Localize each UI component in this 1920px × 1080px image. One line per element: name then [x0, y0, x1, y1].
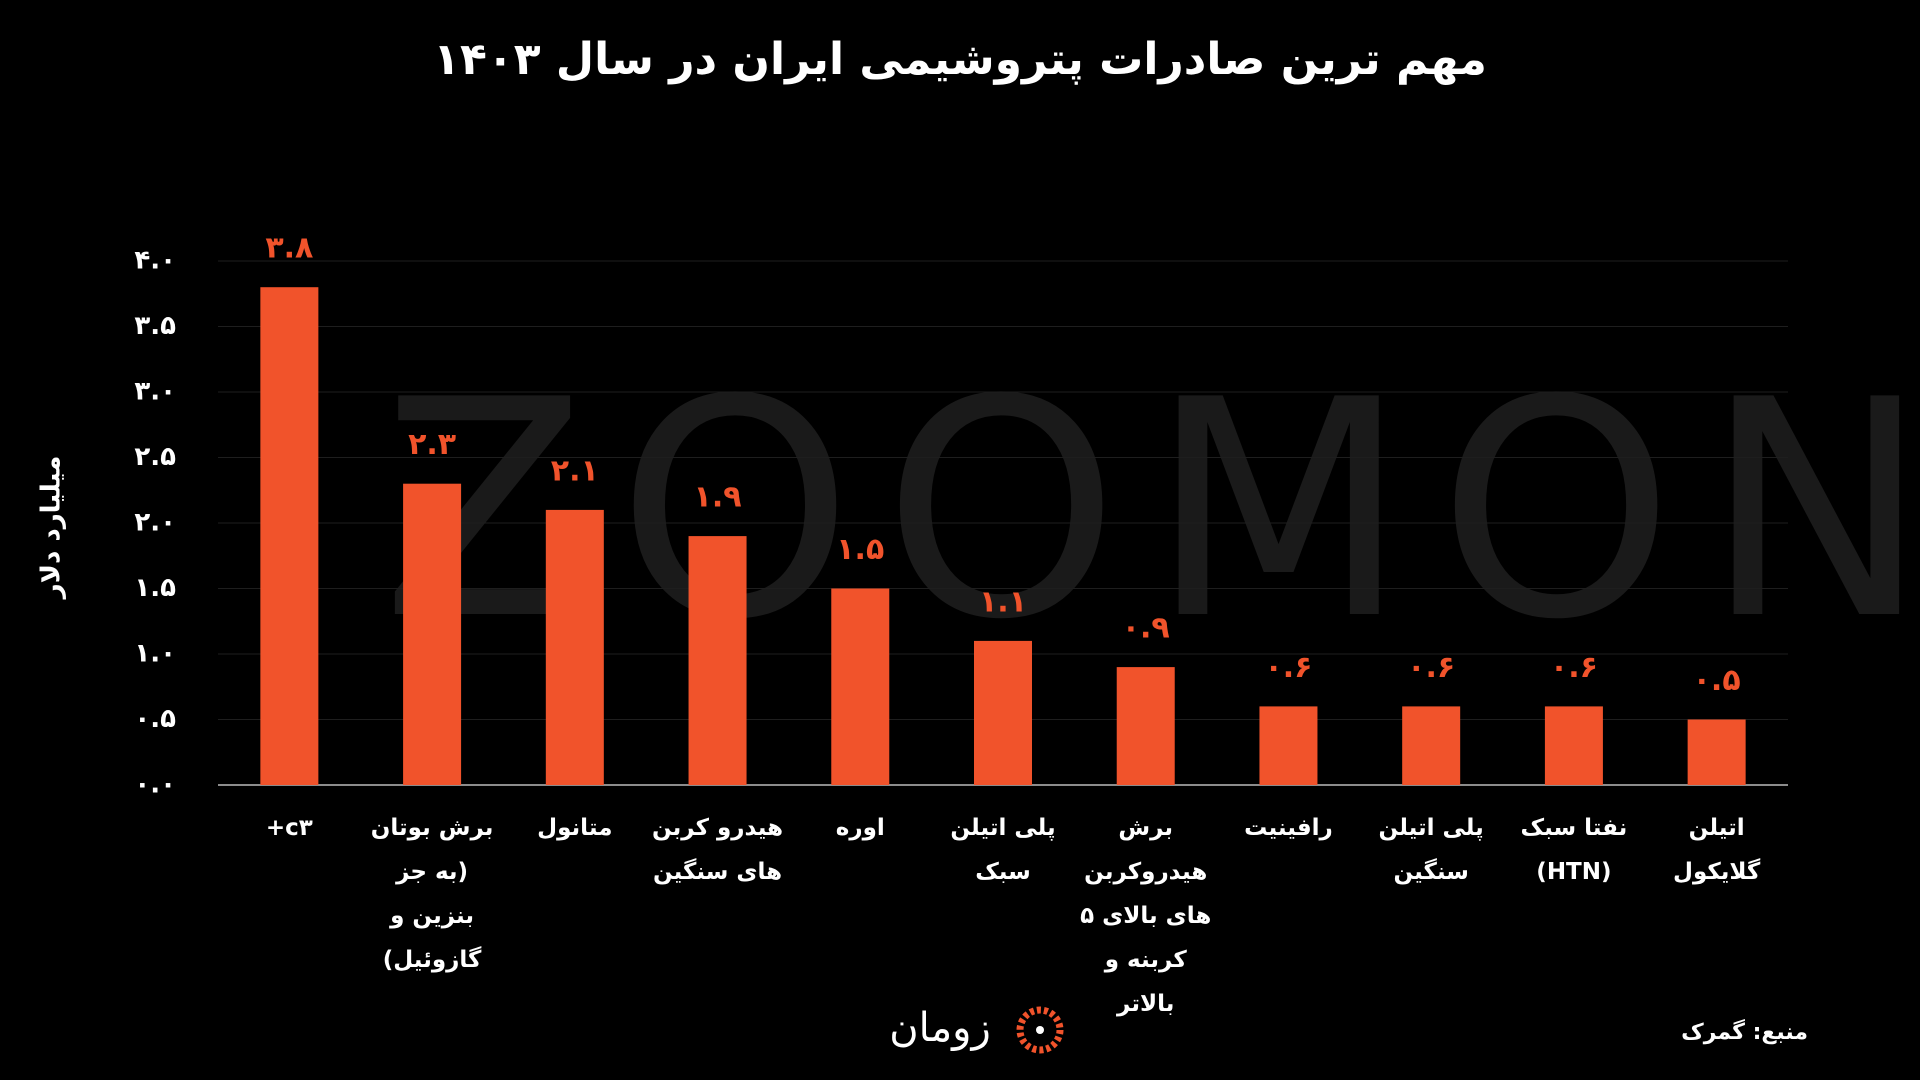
value-label: ۰.۶ — [1407, 650, 1455, 685]
x-tick-label: پلی اتیلن سنگین — [1378, 815, 1484, 885]
bar — [1116, 667, 1175, 785]
x-tick-label: برش هیدروکربن های بالای ۵ کربنه و بالاتر — [1080, 815, 1212, 1017]
value-label: ۰.۹ — [1122, 611, 1170, 646]
x-tick-label: اتیلن گلایکول — [1673, 815, 1761, 885]
x-tick-label: اوره — [835, 815, 885, 841]
value-label: ۱.۱ — [979, 584, 1027, 619]
bar — [974, 640, 1032, 785]
watermark: ZOOMON — [381, 336, 1920, 685]
y-tick-label: ۱.۵ — [134, 573, 176, 603]
value-label: ۰.۶ — [1264, 650, 1312, 685]
value-label: ۰.۵ — [1693, 663, 1741, 698]
bar — [1259, 706, 1318, 785]
value-label: ۱.۹ — [694, 480, 742, 515]
value-label: ۲.۳ — [408, 427, 456, 462]
logo-icon — [1016, 1006, 1064, 1054]
y-tick-label: ۴.۰ — [134, 246, 176, 276]
bar — [688, 536, 747, 785]
y-tick-label: ۳.۵ — [134, 311, 176, 341]
x-tick-label: نفتا سبک (HTN) — [1520, 815, 1628, 885]
y-axis-label: میلیارد دلار — [37, 456, 67, 601]
source: منبع: گمرک — [1681, 1018, 1808, 1045]
y-tick-label: ۲.۰ — [134, 508, 176, 538]
bar — [1544, 706, 1603, 785]
x-tick-label: c۳+ — [265, 815, 313, 841]
x-tick-label: برش بوتان (به جز بنزین و گازوئیل) — [370, 815, 494, 973]
value-label: ۲.۱ — [551, 453, 599, 488]
bar — [1402, 706, 1461, 785]
y-tick-label: ۱.۰ — [134, 639, 176, 669]
x-tick-label: پلی اتیلن سبک — [950, 815, 1056, 885]
x-tick-label: متانول — [537, 815, 613, 841]
value-label: ۰.۶ — [1550, 650, 1598, 685]
chart-title: مهم ترین صادرات پتروشیمی ایران در سال ۱۴… — [433, 34, 1487, 85]
bar — [831, 588, 890, 785]
value-label: ۱.۵ — [836, 532, 884, 567]
bar — [260, 287, 319, 785]
y-tick-label: ۰.۰ — [134, 770, 176, 800]
y-tick-label: ۲.۵ — [134, 442, 176, 472]
logo-text: زومان — [889, 1005, 991, 1051]
y-tick-label: ۰.۵ — [134, 704, 176, 734]
x-tick-label: رافینیت — [1244, 815, 1333, 841]
x-tick-label: هیدرو کربن های سنگین — [651, 815, 784, 885]
bar — [403, 483, 462, 785]
value-label: ۳.۸ — [265, 231, 313, 266]
bar — [545, 509, 604, 785]
y-tick-label: ۳.۰ — [134, 377, 176, 407]
bar — [1687, 719, 1746, 785]
